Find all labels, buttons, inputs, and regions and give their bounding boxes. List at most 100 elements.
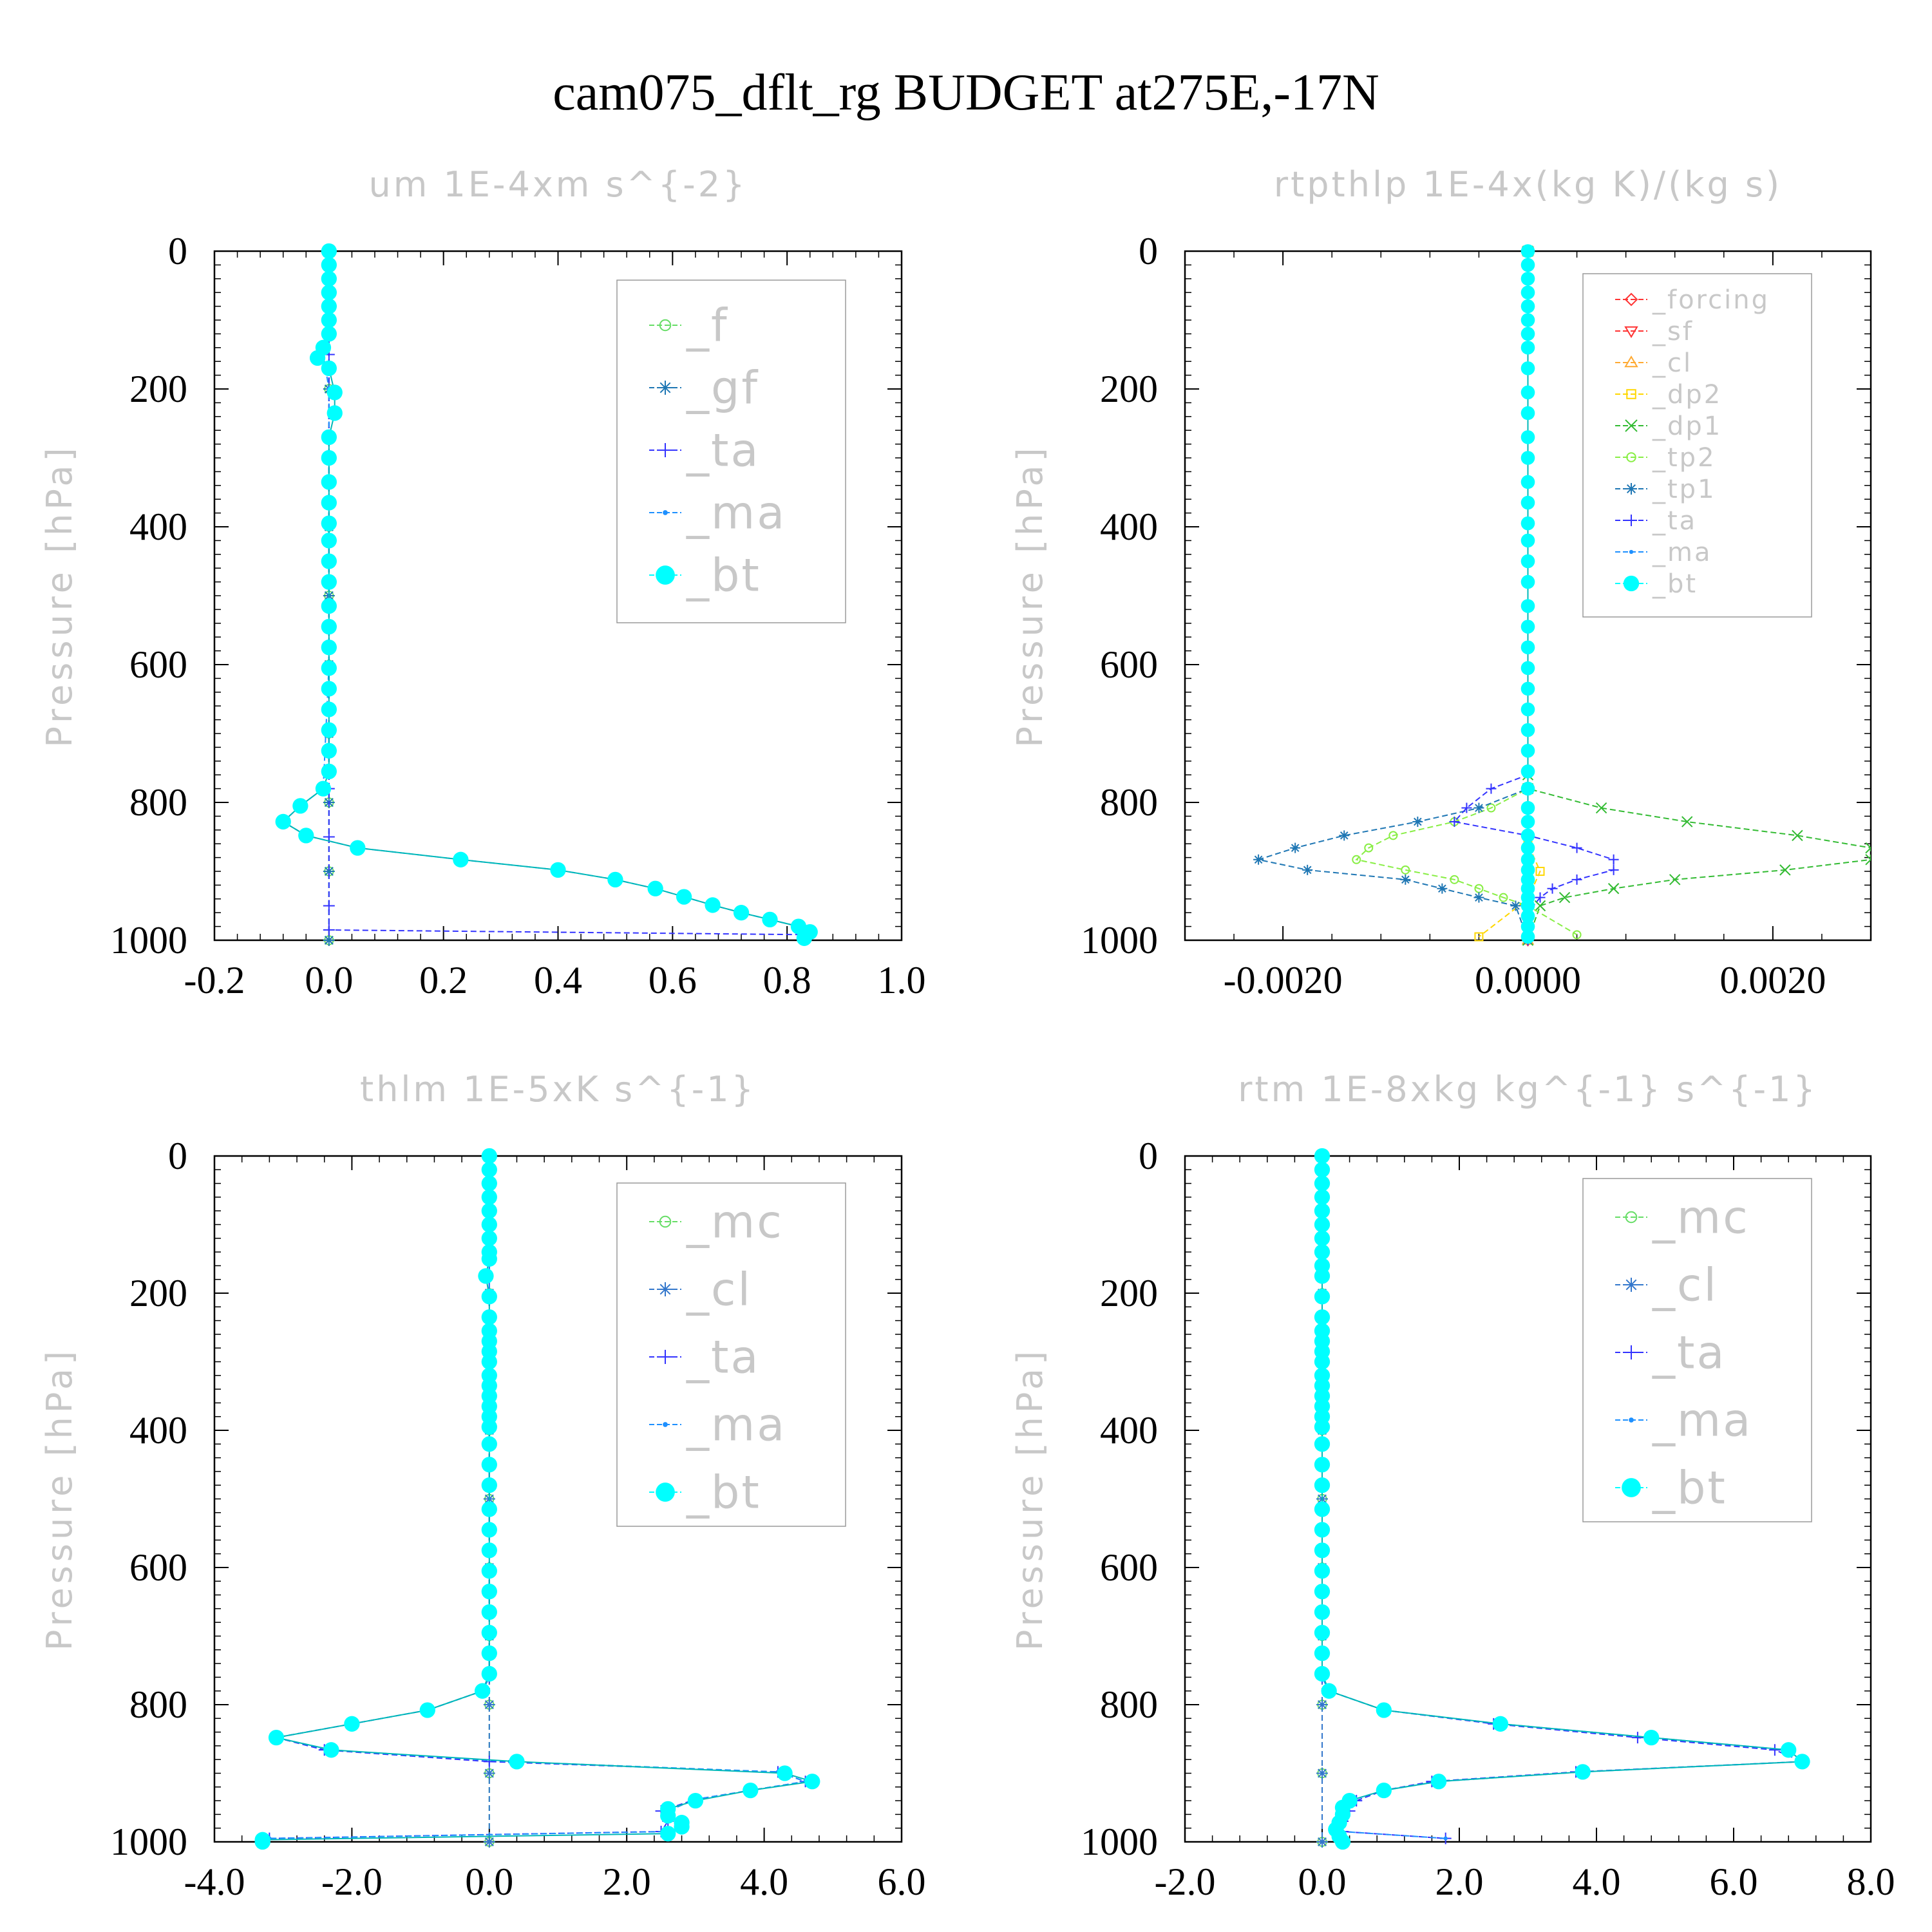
data-point [275,813,291,830]
y-tick-label: 800 [1100,781,1158,824]
data-point [1643,1729,1660,1746]
data-point [1520,244,1535,258]
legend-label: _mc [1652,1191,1750,1244]
data-point [1520,285,1535,300]
data-point [1520,764,1535,779]
data-point [321,326,337,342]
data-point [607,871,623,887]
data-point [743,1782,759,1799]
data-point [481,1665,497,1682]
y-tick-label: 1000 [110,919,187,961]
legend-item: _ma [1615,1394,1750,1447]
data-point [804,1774,820,1790]
legend-marker [1622,1478,1641,1497]
data-point [1608,854,1619,865]
data-point [676,889,692,905]
data-point [1316,1836,1328,1848]
legend-frame [1582,1178,1812,1522]
legend-label: _dp1 [1652,412,1722,441]
data-point [1520,815,1535,829]
data-point [1794,1754,1810,1770]
data-point [1779,864,1791,876]
data-point [1520,898,1535,913]
data-point [481,1477,497,1493]
data-point [1290,842,1301,853]
y-tick-label: 0 [168,1135,187,1177]
legend-marker [656,565,675,585]
x-tick-label: 4.0 [740,1861,788,1903]
data-point [1314,1217,1331,1233]
data-point [762,911,778,928]
chart-panel-4: rtm 1E-8xkg kg^{-1} s^{-1} Pressure [hPa]… [1010,1069,1895,1903]
data-point [687,1792,704,1809]
y-tick-label: 600 [1100,1546,1158,1589]
data-point [309,350,326,366]
series-line [1453,251,1615,940]
legend-item: _cl [1615,1259,1716,1312]
series-bt [275,243,818,946]
data-point [1520,475,1535,489]
panel-title: rtpthlp 1E-4x(kg K)/(kg s) [1274,164,1782,205]
data-point [1768,1744,1781,1756]
data-point [1520,853,1535,867]
data-point [321,619,337,635]
data-point [481,1584,497,1600]
legend: _forcing_sf_cl_dp2_dp1_tp2_tp1_ta_ma_bt [1582,273,1812,618]
data-point [1520,640,1535,655]
data-point [321,285,337,301]
data-point [321,553,337,569]
x-tick-label: -0.0020 [1224,959,1343,1001]
data-point [1314,1604,1331,1620]
data-point [1520,361,1535,375]
legend-label: _bt [1652,1462,1727,1515]
data-point [481,1148,497,1164]
x-tick-label: 0.0 [305,959,353,1001]
data-point [1520,800,1535,815]
legend-label: _mc [686,1196,784,1249]
data-point [509,1754,525,1770]
data-point [1520,495,1535,510]
data-point [1520,430,1535,444]
legend-marker [1629,1417,1634,1423]
series-line [1527,251,1871,941]
data-point [1412,816,1423,827]
data-point [1449,816,1460,827]
plot-data [254,1148,820,1850]
data-point [327,405,343,421]
legend-marker [658,1350,672,1364]
x-tick-label: 6.0 [878,1861,926,1903]
y-tick-label: 1000 [110,1821,187,1863]
data-point [1314,1501,1331,1517]
data-point [1388,831,1398,840]
data-point [481,1457,497,1473]
data-point [481,1542,497,1558]
x-tick-label: 4.0 [1573,1861,1621,1903]
y-tick-label: 600 [129,643,187,686]
data-point [1314,1436,1331,1452]
x-tick-label: -0.2 [184,959,245,1001]
y-tick-label: 600 [129,1546,187,1589]
data-point [1314,1289,1331,1305]
y-tick-label: 600 [1100,643,1158,686]
y-tick-label: 400 [129,506,187,548]
legend-marker [659,1215,672,1228]
data-point [1401,865,1410,875]
legend-item: _mc [649,1196,784,1249]
data-point [1520,406,1535,421]
data-point [1302,864,1313,875]
legend-item: _bt [649,1466,759,1519]
data-point [733,905,750,921]
data-point [321,660,337,676]
data-point [1571,874,1582,885]
data-point [1520,681,1535,696]
data-point [481,1175,497,1191]
data-point [1520,723,1535,737]
data-point [1314,1354,1331,1370]
legend-label: _tp2 [1652,443,1716,473]
x-tick-label: -2.0 [1155,1861,1216,1903]
legend-marker [1624,355,1638,368]
data-point [1520,661,1535,676]
plot-frame [1184,1155,1872,1843]
legend-label: _forcing [1652,285,1770,315]
y-tick-label: 800 [129,1683,187,1726]
